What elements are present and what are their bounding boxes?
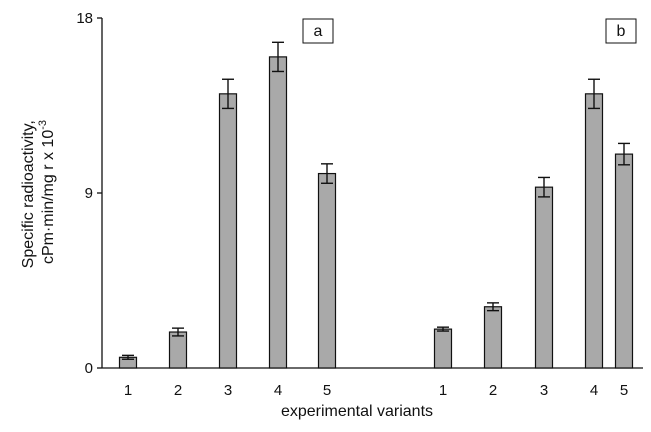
axes <box>101 18 643 369</box>
x-tick-label: 3 <box>224 382 232 399</box>
bar-panel-b-1 <box>433 328 453 369</box>
y-tick-label: 0 <box>85 360 93 377</box>
y-axis-title: Specific radioactivity, cPm·min/mg r x 1… <box>20 116 57 269</box>
y-tick-label: 9 <box>85 185 93 202</box>
x-tick-label: 5 <box>323 382 331 399</box>
bar-panel-b-2 <box>483 306 503 369</box>
y-tick-label: 18 <box>76 10 93 27</box>
bar-panel-a-3 <box>218 93 238 369</box>
y-axis-title-line2: cPm·min/mg r x 10 <box>40 130 57 264</box>
x-tick-label: 4 <box>590 382 598 399</box>
bar-panel-a-4 <box>268 56 288 369</box>
panel-label-a: a <box>314 23 323 40</box>
x-tick-label: 4 <box>274 382 282 399</box>
panel-label-b: b <box>617 23 626 40</box>
y-axis-title-line1: Specific radioactivity, <box>20 120 37 268</box>
bars <box>118 41 634 369</box>
y-axis-title-exponent: -3 <box>37 120 49 130</box>
bar-panel-a-5 <box>317 172 337 369</box>
x-tick-label: 3 <box>540 382 548 399</box>
x-axis-title: experimental variants <box>281 403 433 420</box>
bar-panel-b-5 <box>614 153 634 369</box>
bar-panel-b-4 <box>584 93 604 369</box>
x-tick-label: 1 <box>124 382 132 399</box>
x-tick-label: 1 <box>439 382 447 399</box>
x-tick-label: 5 <box>620 382 628 399</box>
bar-panel-b-3 <box>534 186 554 369</box>
x-tick-labels: 1 2 3 4 5 1 2 3 4 5 <box>124 382 628 399</box>
bar-panel-a-2 <box>168 331 188 369</box>
x-tick-label: 2 <box>489 382 497 399</box>
x-tick-label: 2 <box>174 382 182 399</box>
panel-label-box <box>302 18 334 44</box>
y-ticks: 0 9 18 <box>76 10 102 377</box>
panel-label-box <box>605 18 637 44</box>
